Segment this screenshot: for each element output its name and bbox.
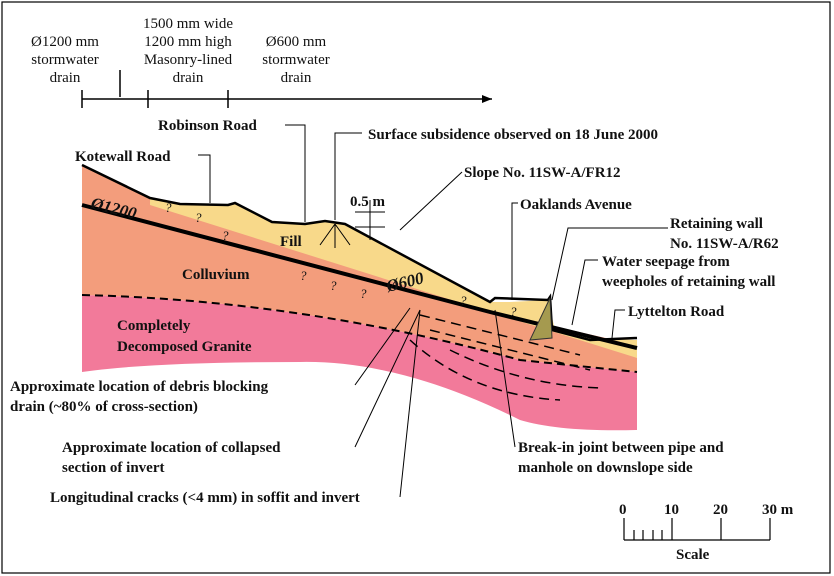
cracks-label: Longitudinal cracks (<4 mm) in soffit an…	[50, 490, 360, 506]
d600-label: Ø600 mm stormwater drain	[262, 34, 329, 86]
cdg-label: Completely Decomposed Granite	[117, 318, 252, 355]
kotewall-road-label: Kotewall Road	[75, 149, 171, 165]
scale-tick-20: 20	[713, 502, 728, 518]
scale-title: Scale	[676, 547, 710, 563]
svg-text:?: ?	[510, 304, 517, 319]
retaining-wall	[529, 297, 553, 341]
uncertain-markers: ? ? ? ? ? ? ? ?	[165, 200, 517, 319]
scale-bar	[623, 518, 771, 541]
svg-text:?: ?	[165, 200, 172, 215]
svg-text:?: ?	[460, 293, 467, 308]
lyttelton-road-label: Lyttelton Road	[628, 304, 725, 320]
svg-text:?: ?	[330, 278, 337, 293]
cdg-layer	[82, 295, 637, 431]
scale-tick-30: 30 m	[762, 502, 794, 518]
subsidence-label: Surface subsidence observed on 18 June 2…	[368, 127, 658, 143]
oaklands-avenue-label: Oaklands Avenue	[520, 197, 632, 213]
scale-tick-10: 10	[664, 502, 679, 518]
collapse-label: Approximate location of collapsed section…	[62, 440, 281, 476]
svg-text:?: ?	[195, 210, 202, 225]
scale-tick-0: 0	[619, 502, 627, 518]
colluvium-label: Colluvium	[182, 267, 250, 283]
dimension-label: 0.5 m	[350, 194, 386, 210]
fill-label: Fill	[280, 234, 302, 250]
robinson-road-label: Robinson Road	[158, 118, 257, 134]
break-in-label: Break-in joint between pipe and manhole o…	[518, 440, 724, 476]
svg-text:?: ?	[222, 228, 229, 243]
drain-pipe	[81, 203, 638, 350]
svg-text:?: ?	[300, 268, 307, 283]
drain-dimension-line	[81, 70, 492, 108]
masonry-drain-label: 1500 mm wide 1200 mm high Masonry-lined dra…	[143, 16, 233, 86]
slope-label: Slope No. 11SW-A/FR12	[464, 165, 621, 181]
seepage-label: Water seepage from weepholes of retaining…	[602, 254, 775, 290]
d1200-label: Ø1200 mm stormwater drain	[31, 34, 99, 86]
retaining-wall-label: Retaining wall No. 11SW-A/R62	[670, 216, 779, 252]
leader-lines	[198, 124, 668, 498]
seepage-lines	[409, 314, 601, 401]
svg-text:?: ?	[360, 286, 367, 301]
debris-label: Approximate location of debris blocking d…	[10, 379, 269, 415]
